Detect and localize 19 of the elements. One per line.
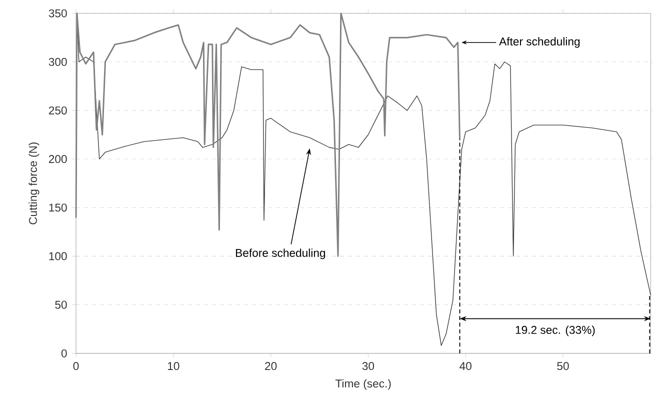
y-axis-title: Cutting force (N) <box>28 142 40 224</box>
annotation: After scheduling <box>499 37 580 48</box>
x-tick-label: 30 <box>362 362 374 370</box>
y-tick-label: 100 <box>49 252 67 260</box>
annotation: 19.2 sec. (33%) <box>516 326 595 336</box>
x-tick-label: 20 <box>265 362 277 370</box>
x-tick-label: 50 <box>557 362 569 370</box>
x-tick-label: 10 <box>168 362 180 370</box>
x-tick-label: 0 <box>73 362 79 370</box>
y-tick-label: 0 <box>61 349 67 358</box>
y-tick-label: 300 <box>48 58 67 66</box>
y-tick-label: 50 <box>55 300 67 309</box>
x-tick-label: 40 <box>460 362 472 370</box>
annotation: Before scheduling <box>236 248 326 260</box>
y-tick-label: 200 <box>48 155 67 164</box>
y-tick-label: 350 <box>48 9 67 18</box>
x-axis-title: Time (sec.) <box>335 379 391 390</box>
y-tick-label: 150 <box>49 204 67 212</box>
y-tick-label: 250 <box>48 106 67 114</box>
